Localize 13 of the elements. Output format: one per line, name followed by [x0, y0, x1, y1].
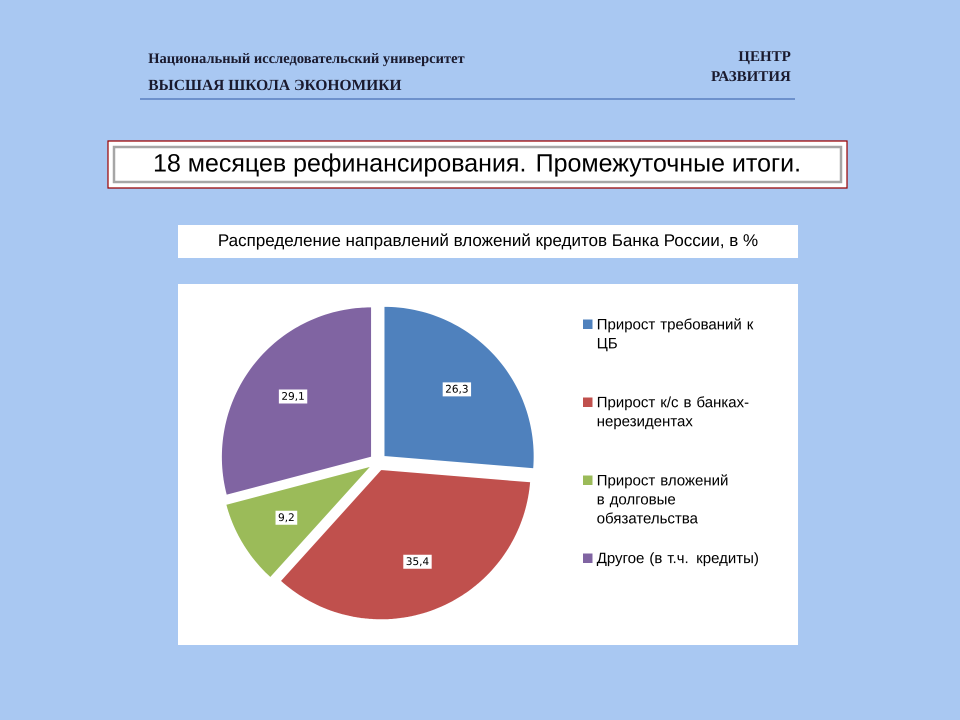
legend-label: Другое (в т.ч. кредиты) — [596, 552, 758, 566]
chart-subtitle: Распределение направлений вложений кредитов Банка России, в % — [219, 233, 758, 250]
data-label: 9,2 — [278, 513, 294, 522]
text: Национальный исследовательский университет — [148, 53, 464, 66]
data-label: 29,1 — [282, 392, 304, 402]
text: ВЫСШАЯ ШКОЛА ЭКОНОМИКИ — [148, 80, 402, 90]
chart-title: 18 месяцев рефинансирования. Промежуточные итоги. — [154, 153, 799, 177]
legend-label: Прирост требований к ЦБ — [598, 318, 754, 352]
legend-label: Прирост вложений в долговые обязательства — [597, 474, 728, 524]
legend-label: Прирост к/с в банках-нерезидентах — [598, 396, 748, 430]
data-label: 35,4 — [406, 557, 429, 566]
data-label: 26,3 — [446, 384, 468, 394]
text: ЦЕНТР РАЗВИТИЯ — [711, 51, 791, 82]
